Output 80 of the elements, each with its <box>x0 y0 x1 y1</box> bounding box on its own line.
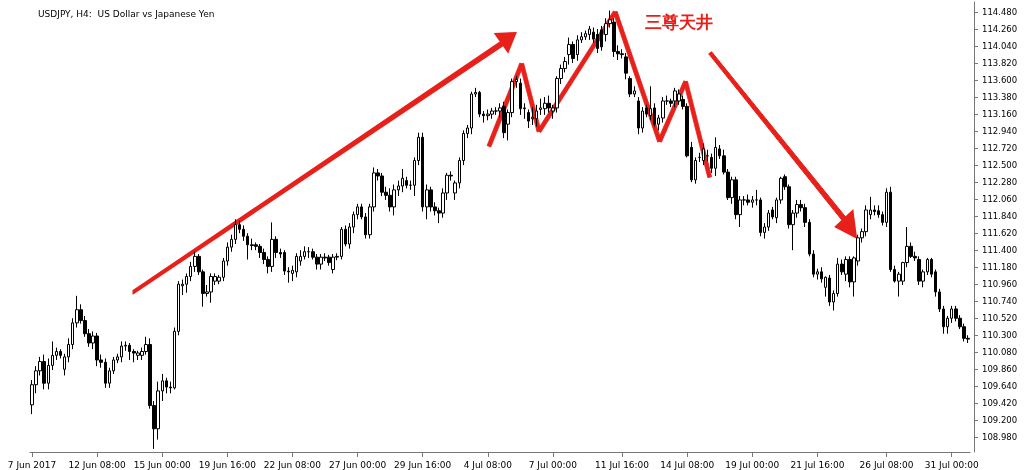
y-tick-label: 111.620 <box>982 228 1018 239</box>
candlestick <box>527 108 530 129</box>
y-tick-label: 111.840 <box>982 211 1018 222</box>
candlestick <box>531 106 534 126</box>
x-tick-label: 31 Jul 00:00 <box>924 459 979 470</box>
candlestick <box>917 255 921 286</box>
y-tick-label: 114.260 <box>982 24 1018 35</box>
y-tick-label: 109.640 <box>982 381 1018 392</box>
candlestick <box>486 108 490 121</box>
candlestick <box>519 78 522 116</box>
y-tick-label: 109.860 <box>982 364 1018 375</box>
y-tick-label: 112.060 <box>982 194 1018 205</box>
y-tick-label: 114.040 <box>982 41 1018 52</box>
candlestick <box>588 25 591 41</box>
y-tick-label: 108.980 <box>982 432 1018 443</box>
candlestick <box>584 30 587 41</box>
candlestick <box>624 52 628 80</box>
y-tick-label: 110.300 <box>982 330 1018 341</box>
candlestick <box>42 354 46 390</box>
candlestick <box>502 101 506 139</box>
x-tick-label: 7 Jul 00:00 <box>528 459 578 470</box>
y-tick-label: 113.600 <box>982 75 1018 86</box>
candlestick <box>596 28 599 54</box>
y-tick-label: 113.380 <box>982 92 1018 103</box>
candlestick <box>490 107 494 120</box>
y-tick-label: 110.960 <box>982 279 1018 290</box>
x-tick-label: 4 Jul 08:00 <box>463 459 513 470</box>
candlestick <box>295 252 298 278</box>
y-tick-label: 110.080 <box>982 347 1018 358</box>
y-tick-label: 112.280 <box>982 177 1018 188</box>
y-tick-label: 111.400 <box>982 245 1018 256</box>
candlestick <box>315 253 319 271</box>
candlestick <box>535 104 538 127</box>
candlestick <box>331 253 335 274</box>
y-tick-label: 110.520 <box>982 313 1018 324</box>
y-tick-label: 109.200 <box>982 415 1018 426</box>
candlestick <box>470 91 473 135</box>
candlestick <box>543 96 547 116</box>
y-tick-label: 109.420 <box>982 398 1018 409</box>
candlestick <box>401 168 404 193</box>
candlestick <box>380 172 384 197</box>
x-tick-label: 12 Jun 08:00 <box>68 459 126 470</box>
candlestick <box>136 350 140 361</box>
x-tick-label: 7 Jun 2017 <box>7 459 57 470</box>
candlestick <box>702 142 705 166</box>
candlestick <box>388 187 392 213</box>
candlestick <box>828 274 831 307</box>
candlestick <box>746 194 750 206</box>
candlestick <box>270 221 274 273</box>
x-tick-label: 29 Jun 16:00 <box>394 459 452 470</box>
y-tick-label: 111.180 <box>982 262 1018 273</box>
y-tick-label: 113.820 <box>982 58 1018 69</box>
x-tick-label: 21 Jul 16:00 <box>790 459 845 470</box>
y-tick-label: 112.720 <box>982 143 1018 154</box>
candlestick <box>59 348 62 359</box>
candlestick <box>209 272 213 304</box>
candlestick <box>677 88 681 106</box>
candlestick <box>120 340 123 363</box>
candlestick <box>637 96 640 135</box>
x-tick-label: 22 Jun 08:00 <box>263 459 322 470</box>
x-tick-label: 11 Jul 16:00 <box>595 459 650 470</box>
candlestick <box>319 253 323 271</box>
y-tick-label: 112.940 <box>982 126 1018 137</box>
x-tick-label: 27 Jun 00:00 <box>328 459 387 470</box>
x-tick-label: 26 Jul 08:00 <box>859 459 914 470</box>
y-tick-label: 110.740 <box>982 296 1018 307</box>
y-tick-label: 113.160 <box>982 109 1018 120</box>
candlestick <box>714 136 717 177</box>
y-tick-label: 114.480 <box>982 7 1018 18</box>
candlestick <box>392 183 396 216</box>
x-tick-label: 14 Jul 08:00 <box>660 459 715 470</box>
candlestick <box>628 75 632 98</box>
x-tick-label: 19 Jul 00:00 <box>725 459 780 470</box>
candlestick <box>95 332 99 367</box>
x-tick-label: 19 Jun 16:00 <box>198 459 257 470</box>
x-tick-label: 15 Jun 00:00 <box>133 459 192 470</box>
y-tick-label: 112.500 <box>982 160 1018 171</box>
candlestick <box>673 87 677 108</box>
annotation: 三尊天井 <box>645 12 714 33</box>
text: USDJPY, H4: US Dollar vs Japanese Yen <box>38 8 215 19</box>
